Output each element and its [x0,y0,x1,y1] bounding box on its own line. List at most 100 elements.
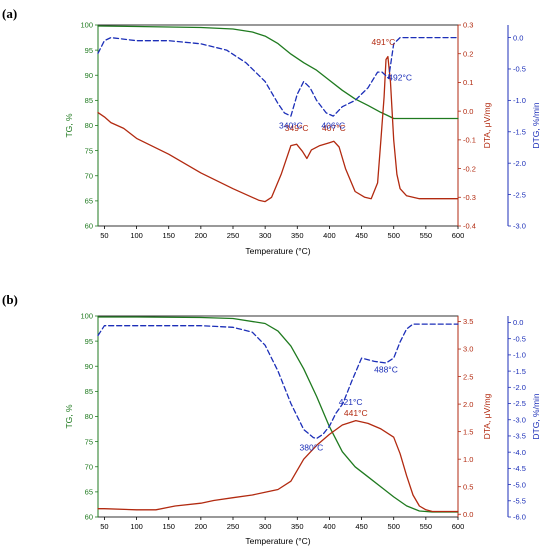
x-axis-title: Temperature (°C) [245,536,310,546]
x-tick-label: 50 [100,231,108,240]
plot-frame [97,315,459,518]
dtg-tick-label: -3.5 [513,432,526,441]
tg-tick-label: 100 [80,312,93,321]
annotation-dtg: 421°C [339,397,363,407]
series-tg-line [97,25,459,120]
tg-tick-label: 75 [85,146,93,155]
dta-tick-label: 0.5 [463,482,473,491]
tg-tick-label: 95 [85,46,93,55]
x-tick-label: 550 [420,522,433,531]
series-dta-line [97,55,459,203]
dta-tick-label: 0.1 [463,78,473,87]
annotation-dtg: 406°C [321,121,345,131]
dtg-tick-label: -0.5 [513,65,526,74]
dtg-tick-label: 0.0 [513,318,523,327]
annotation-dtg: 488°C [374,365,398,375]
x-axis-title: Temperature (°C) [245,246,310,256]
dta-axis-title: DTA, μV/mg [482,393,492,439]
annotation-dtg: 492°C [388,72,412,82]
annotation-dta: 491°C [372,37,396,47]
x-tick-label: 250 [227,231,240,240]
dta-tick-label: 1.0 [463,455,473,464]
x-tick-label: 150 [162,522,175,531]
dta-tick-label: -0.3 [463,193,476,202]
dta-tick-label: 2.0 [463,400,473,409]
dtg-tick-label: -6.0 [513,513,526,522]
dta-tick-label: 2.5 [463,372,473,381]
dta-tick-label: 0.2 [463,49,473,58]
series-tg-line [97,316,459,513]
dtg-tick-label: -3.0 [513,222,526,231]
dtg-tick-label: -1.5 [513,127,526,136]
dtg-tick-label: -0.5 [513,334,526,343]
x-tick-label: 550 [420,231,433,240]
tg-tick-label: 90 [85,71,93,80]
tg-tick-label: 95 [85,337,93,346]
x-tick-label: 400 [323,231,336,240]
x-tick-label: 100 [130,522,143,531]
dta-axis-title: DTA, μV/mg [482,102,492,148]
tg-tick-label: 70 [85,171,93,180]
x-tick-label: 350 [291,522,304,531]
dtg-axis-title: DTG, %/min [531,102,540,149]
dtg-tick-label: -4.5 [513,464,526,473]
dtg-tick-label: -1.0 [513,351,526,360]
dtg-tick-label: 0.0 [513,33,523,42]
tg-tick-label: 65 [85,488,93,497]
x-tick-label: 150 [162,231,175,240]
dtg-axis-title: DTG, %/min [531,393,540,440]
dtg-tick-label: -1.0 [513,96,526,105]
dtg-tick-label: -3.0 [513,415,526,424]
tg-tick-label: 60 [85,513,93,522]
dtg-tick-label: -2.5 [513,399,526,408]
dta-tick-label: 1.5 [463,427,473,436]
x-tick-label: 600 [452,231,465,240]
dta-tick-label: 0.3 [463,21,473,30]
dtg-tick-label: -2.0 [513,383,526,392]
series-dtg-line [97,323,459,440]
dta-tick-label: 3.0 [463,345,473,354]
annotation-dta: 441°C [344,408,368,418]
tg-tick-label: 80 [85,412,93,421]
tg-tick-label: 75 [85,437,93,446]
annotation-dta: 349°C [285,123,309,133]
dtg-tick-label: -2.5 [513,190,526,199]
x-tick-label: 600 [452,522,465,531]
dtg-tick-label: -5.0 [513,480,526,489]
x-tick-label: 350 [291,231,304,240]
x-tick-label: 100 [130,231,143,240]
x-tick-label: 200 [195,231,208,240]
x-tick-label: 200 [195,522,208,531]
x-tick-label: 450 [355,231,368,240]
series-dtg-line [97,36,459,117]
tg-axis-title: TG, % [64,404,74,429]
annotation-dta: 407°C [322,123,346,133]
tg-tick-label: 85 [85,387,93,396]
series-dta-line [97,419,459,513]
tg-tick-label: 80 [85,121,93,130]
tg-tick-label: 90 [85,362,93,371]
tg-axis-title: TG, % [64,113,74,138]
annotation-dtg: 380°C [300,443,324,453]
dtg-tick-label: -4.0 [513,448,526,457]
tg-tick-label: 100 [80,21,93,30]
chart-panel-a: (a) 50 100 150 200 250 300 350 400 450 500 550 600 Te… [2,6,540,256]
dtg-tick-label: -2.0 [513,159,526,168]
dta-tick-label: -0.1 [463,136,476,145]
dta-tick-label: 0.0 [463,510,473,519]
dta-tick-label: -0.2 [463,164,476,173]
dtg-tick-label: -5.5 [513,496,526,505]
tg-tick-label: 85 [85,96,93,105]
panel-label: (b) [2,292,18,307]
dta-tick-label: 3.5 [463,317,473,326]
chart-panel-b: (b) 50 100 150 200 250 300 350 400 450 500 550 600 Te… [2,292,540,546]
panel-label: (a) [2,6,17,21]
x-tick-label: 500 [387,522,400,531]
x-tick-label: 400 [323,522,336,531]
dtg-tick-label: -1.5 [513,367,526,376]
tg-tick-label: 60 [85,222,93,231]
x-tick-label: 300 [259,231,272,240]
dta-tick-label: 0.0 [463,107,473,116]
annotation-dtg: 340°C [279,121,303,131]
